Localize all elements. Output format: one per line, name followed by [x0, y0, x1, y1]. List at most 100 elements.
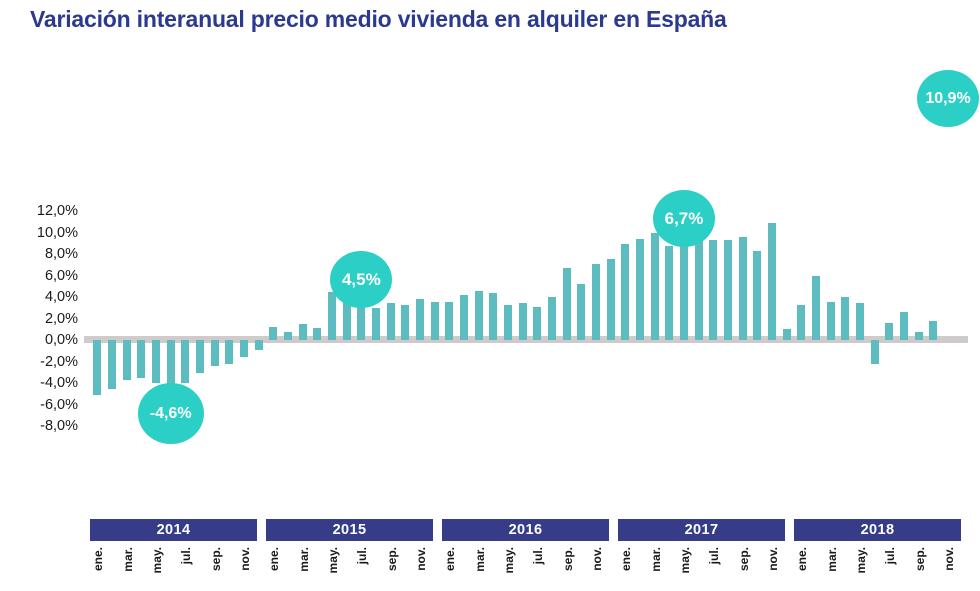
bar [504, 304, 512, 340]
bar [753, 250, 762, 340]
bar [768, 222, 776, 340]
month-tick-label: nov. [414, 547, 428, 571]
year-band: 2016 [442, 519, 609, 541]
y-axis-tick: 6,0% [44, 267, 78, 284]
month-tick-label: jul. [531, 547, 546, 565]
year-band: 2017 [618, 519, 785, 541]
bar [357, 302, 366, 340]
month-tick-label: ene. [267, 547, 282, 572]
bar [269, 327, 278, 340]
bar [489, 292, 498, 340]
month-tick-label: may. [150, 547, 164, 574]
bar [841, 297, 850, 340]
month-tick-label: may. [326, 547, 340, 574]
bar [298, 323, 307, 340]
bar [606, 259, 615, 340]
bar [284, 332, 292, 340]
month-tick-label: nov. [942, 547, 956, 571]
month-tick-label: sep. [208, 547, 223, 572]
bar [665, 246, 674, 340]
y-axis-tick: -2,0% [40, 353, 78, 370]
month-tick-label: mar. [472, 547, 487, 572]
y-axis-tick: 12,0% [36, 203, 78, 219]
bar [826, 302, 835, 340]
month-tick-label: ene. [91, 547, 106, 572]
bar [342, 295, 351, 340]
callout-bubble: 6,7% [653, 190, 715, 248]
y-axis-tick: 2,0% [44, 310, 78, 327]
month-tick-label: mar. [120, 547, 135, 572]
bar [914, 332, 923, 340]
month-tick-label: may. [854, 547, 868, 574]
month-tick-label: may. [678, 547, 692, 574]
bar [328, 291, 336, 340]
bar [181, 340, 190, 383]
year-band: 2015 [266, 519, 433, 541]
bar [166, 340, 175, 390]
month-tick-label: sep. [736, 547, 751, 572]
bar [592, 263, 600, 340]
month-tick-label: mar. [648, 547, 663, 572]
month-tick-label: jul. [707, 547, 722, 565]
y-axis-tick: -6,0% [40, 396, 78, 413]
month-tick-label: jul. [355, 547, 370, 565]
bar [562, 267, 571, 340]
bar [929, 320, 938, 340]
month-tick-label: ene. [795, 547, 810, 572]
month-tick-label: sep. [384, 547, 399, 572]
plot-area: 12,0% 10,0% 8,0% 6,0% 4,0% 2,0% 0,0% -2,0% -4,0%… [37, 70, 979, 522]
bar [797, 304, 806, 340]
bar [225, 340, 234, 364]
month-tick-label: sep. [912, 547, 927, 572]
bar [108, 340, 116, 390]
year-band: 2018 [794, 519, 961, 541]
bar [856, 303, 864, 340]
month-tick-label: jul. [883, 547, 898, 565]
bar [401, 304, 410, 340]
callout-bubble: -4,6% [137, 383, 204, 445]
month-tick-label: ene. [443, 547, 458, 572]
month-tick-label: mar. [824, 547, 839, 572]
bar [196, 340, 204, 374]
month-tick-label: nov. [766, 547, 780, 571]
y-axis-tick: 10,0% [36, 224, 78, 241]
bar [416, 299, 424, 340]
bar [430, 302, 439, 340]
page-title: Variación interanual precio medio vivien… [30, 6, 727, 32]
callout-bubble: 4,5% [330, 251, 393, 309]
bar [152, 340, 160, 383]
month-tick-label: nov. [590, 547, 604, 571]
bar [386, 303, 395, 340]
bar [709, 240, 718, 340]
bar [812, 275, 820, 340]
y-axis-tick: -8,0% [40, 418, 78, 434]
callout-bubble: 10,9% [917, 70, 979, 128]
bar [93, 340, 102, 395]
month-tick-label: ene. [619, 547, 634, 572]
bar [870, 340, 879, 364]
bar [636, 238, 644, 340]
bar [694, 240, 703, 340]
bar [372, 307, 380, 340]
month-tick-label: nov. [238, 547, 252, 571]
x-axis: 2014 ene. mar. may. jul. sep. nov. 2015 ene. mar.… [88, 519, 968, 591]
y-axis-tick: 0,0% [44, 332, 78, 348]
y-axis-tick: 4,0% [44, 289, 78, 305]
bar [900, 312, 908, 340]
bar [137, 340, 146, 378]
bar [533, 306, 542, 340]
bar [313, 328, 322, 340]
bar [885, 322, 894, 340]
bar [122, 340, 131, 380]
bar [445, 302, 454, 340]
month-tick-label: jul. [179, 547, 194, 565]
bar [577, 284, 586, 340]
bar [518, 303, 527, 340]
bar [254, 340, 263, 350]
bar [650, 232, 659, 340]
bar-series [88, 70, 968, 522]
month-tick-label: sep. [560, 547, 575, 572]
bar [460, 294, 468, 340]
bar [474, 290, 483, 340]
bar [738, 236, 747, 340]
